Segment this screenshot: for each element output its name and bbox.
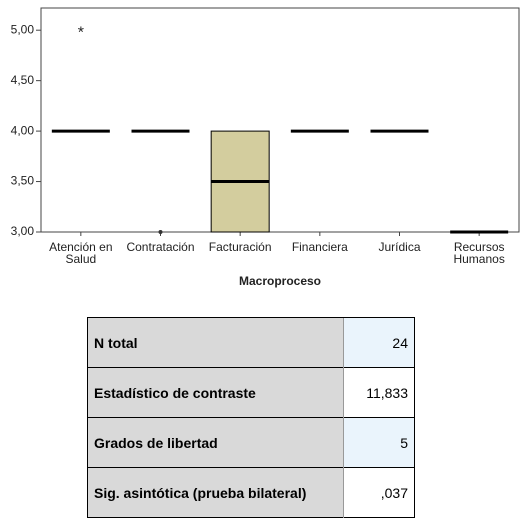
row-label: N total (87, 317, 344, 368)
table-row: N total 24 (87, 317, 415, 368)
row-value: 24 (343, 317, 415, 368)
outlier-marker (158, 230, 163, 234)
x-tick-label: Financiera (291, 240, 348, 254)
y-tick-label: 4,50 (11, 73, 35, 87)
table-row: Estadístico de contraste 11,833 (87, 367, 415, 418)
x-axis-label: Macroproceso (239, 274, 321, 288)
extreme-marker: * (78, 24, 84, 41)
x-tick-label: Contratación (126, 240, 195, 254)
row-value: 11,833 (343, 367, 415, 418)
chart: Macroproceso 3,00 3,50 4,00 4,50 5,00 * (11, 7, 520, 288)
row-value: 5 (343, 417, 415, 468)
row-value: ,037 (343, 467, 415, 518)
row-label: Sig. asintótica (prueba bilateral) (87, 467, 344, 518)
x-tick-label: Facturación (208, 240, 272, 254)
x-tick-label: Recursos Humanos (453, 240, 505, 266)
stats-table: N total 24 Estadístico de contraste 11,833 G… (87, 317, 415, 518)
table-row: Grados de libertad 5 (87, 417, 415, 468)
plot-frame (40, 7, 520, 233)
y-tick-label: 3,50 (11, 174, 35, 188)
table-row: Sig. asintótica (prueba bilateral) ,037 (87, 467, 415, 518)
y-tick-label: 3,00 (11, 224, 35, 238)
x-tick-label: Atención en Salud (49, 240, 113, 266)
x-tick-label: Jurídica (378, 240, 421, 254)
y-tick-label: 4,00 (11, 123, 35, 137)
y-tick-label: 5,00 (11, 22, 35, 36)
row-label: Estadístico de contraste (87, 367, 344, 418)
row-label: Grados de libertad (87, 417, 344, 468)
